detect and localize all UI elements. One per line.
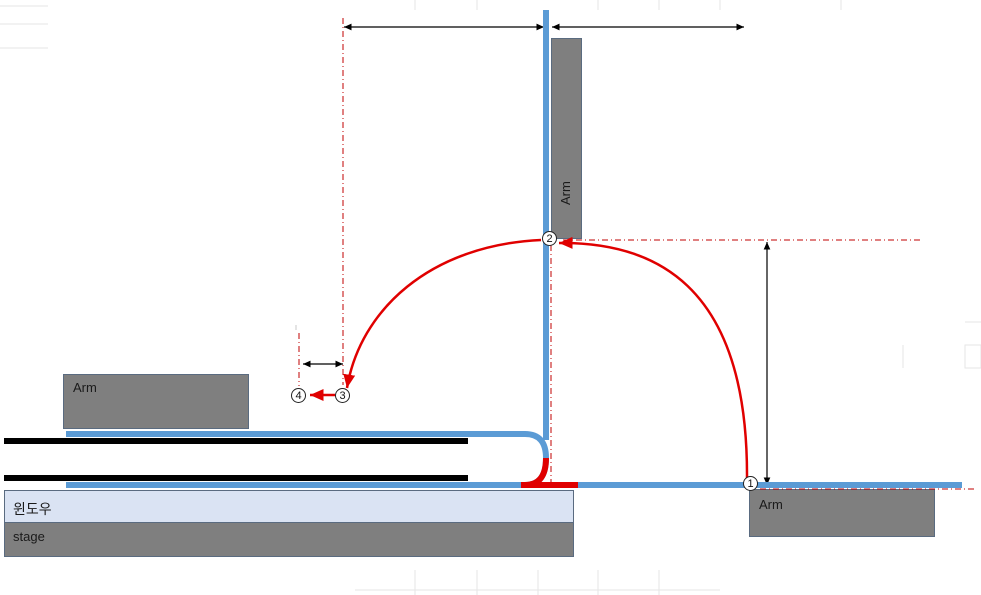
red-corner-bend — [524, 457, 549, 488]
arm-left — [63, 374, 249, 429]
window-label: 윈도우 — [13, 501, 52, 517]
marker-3: 3 — [335, 388, 350, 403]
window-panel — [4, 490, 574, 523]
arm-left-label: Arm — [73, 380, 97, 395]
stage — [4, 522, 574, 557]
arc-1-to-2 — [558, 236, 749, 479]
arm-right-label: Arm — [759, 497, 783, 512]
stage-label: stage — [13, 529, 45, 544]
arc-2-to-3 — [343, 238, 542, 389]
marker-4: 4 — [291, 388, 306, 403]
marker-2: 2 — [542, 231, 557, 246]
arm-right — [749, 489, 935, 537]
marker-1: 1 — [743, 476, 758, 491]
